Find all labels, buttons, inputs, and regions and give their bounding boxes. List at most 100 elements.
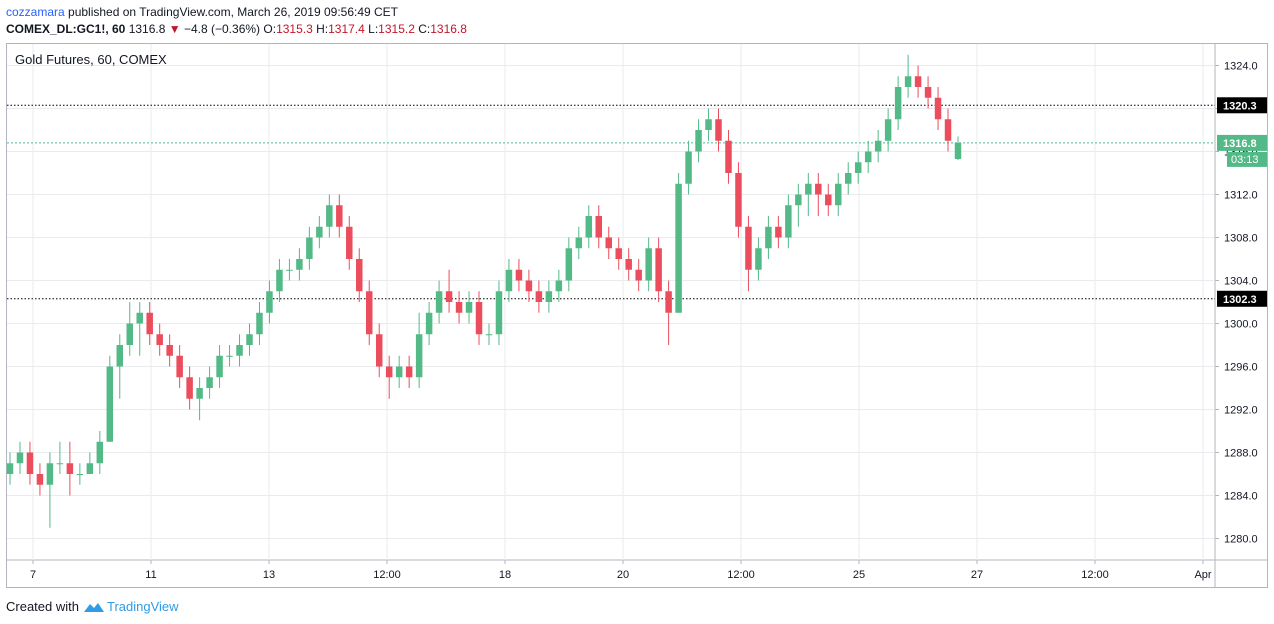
candle-body [415, 334, 423, 378]
publish-info: cozzamara published on TradingView.com, … [6, 4, 398, 20]
candle-body [395, 366, 403, 378]
candle-body [266, 291, 273, 313]
level-badge-label: 1320.3 [1223, 100, 1257, 112]
candle-body [296, 259, 303, 270]
time-axis[interactable]: 7 11 13 12:00 18 20 12:00 25 27 12:00 Apr [30, 560, 1212, 581]
candle-body [765, 226, 772, 249]
close-label: C: [418, 22, 431, 36]
horizontal-levels [7, 104, 1215, 300]
open-value: 1315.3 [276, 22, 313, 36]
candle-body [864, 151, 872, 163]
candle-body [675, 183, 682, 313]
candle-body [775, 226, 782, 238]
level-badge [1217, 97, 1267, 114]
candle-body [465, 302, 473, 313]
candle-body [136, 312, 143, 324]
candle-body [116, 345, 124, 367]
candle-body [206, 377, 213, 388]
y-tick-label: 1324.0 [1224, 61, 1258, 73]
high-value: 1317.4 [328, 22, 365, 36]
created-with-text: Created with [6, 599, 79, 614]
candle-body [665, 291, 672, 313]
price-axis[interactable]: 1280.0 1284.0 1288.0 1292.0 1296.0 1300.0 1304… [1215, 61, 1267, 546]
candle-body [356, 259, 363, 292]
candle-body [6, 463, 14, 474]
x-tick-label: 25 [853, 569, 865, 581]
candle-body [375, 334, 383, 367]
candle-body [216, 355, 223, 378]
candle-body [26, 452, 34, 474]
price-chart[interactable]: 1280.0 1284.0 1288.0 1292.0 1296.0 1300.0 1304… [6, 43, 1268, 588]
open-label: O: [263, 22, 277, 36]
level-badge [1217, 290, 1267, 307]
candle-body [705, 119, 712, 130]
candle-body [525, 280, 533, 292]
y-tick-label: 1292.0 [1224, 405, 1258, 417]
author-link[interactable]: cozzamara [6, 5, 65, 19]
candle-body [326, 205, 333, 227]
candle-body [904, 76, 912, 87]
level-badge-label: 1302.3 [1223, 294, 1257, 306]
candle-body [146, 312, 153, 335]
x-tick-label: 13 [263, 569, 275, 581]
candle-body [385, 366, 393, 378]
candle-body [66, 463, 74, 474]
candle-body [106, 366, 114, 442]
candle-body [36, 474, 44, 485]
candle-body [874, 140, 882, 152]
countdown-label: 03:13 [1231, 154, 1259, 166]
candle-body [745, 226, 752, 270]
candle-body [435, 291, 443, 313]
candle-body [455, 302, 463, 313]
candle-body [555, 280, 563, 292]
candle-body [944, 119, 952, 141]
candle-body [914, 76, 922, 87]
x-tick-label: Apr [1194, 569, 1211, 581]
candle-body [196, 388, 203, 399]
footer: Created with TradingView [6, 598, 179, 616]
candle-body [515, 269, 523, 281]
y-tick-label: 1304.0 [1224, 276, 1258, 288]
candle-body [246, 334, 253, 345]
candle-body [884, 119, 892, 141]
candle-body [126, 323, 133, 345]
candle-body [276, 269, 283, 292]
candle-body [505, 269, 513, 292]
candle-body [645, 248, 652, 281]
candle-body [475, 302, 483, 335]
candle-body [256, 312, 263, 335]
symbol-name[interactable]: COMEX_DL:GC1!, 60 [6, 22, 126, 36]
tradingview-brand-link[interactable]: TradingView [106, 599, 179, 614]
candle-body [954, 142, 962, 160]
last-price-badge [1217, 134, 1267, 151]
chart-area[interactable]: 1280.0 1284.0 1288.0 1292.0 1296.0 1300.0 1304… [6, 43, 1268, 588]
candle-body [286, 269, 293, 271]
y-tick-label: 1296.0 [1224, 362, 1258, 374]
candle-body [545, 291, 553, 302]
candle-body [585, 216, 593, 238]
y-tick-label: 1288.0 [1224, 448, 1258, 460]
candle-body [365, 291, 373, 335]
candle-body [605, 237, 612, 249]
y-tick-label: 1308.0 [1224, 233, 1258, 245]
x-tick-label: 7 [30, 569, 36, 581]
candle-body [186, 377, 193, 399]
candle-body [226, 355, 233, 357]
candle-body [835, 183, 842, 206]
x-tick-label: 27 [971, 569, 983, 581]
candle-body [76, 474, 84, 475]
candle-body [445, 291, 453, 302]
candle-body [924, 87, 932, 98]
candle-body [485, 334, 493, 336]
low-label: L: [368, 22, 379, 36]
countdown-badge [1227, 151, 1267, 167]
chart-title: Gold Futures, 60, COMEX [15, 52, 167, 67]
high-label: H: [316, 22, 329, 36]
candle-body [306, 237, 313, 259]
candle-body [625, 259, 632, 270]
candle-body [405, 366, 413, 378]
x-tick-label: 11 [145, 569, 156, 581]
published-text: published on TradingView.com, March 26, … [68, 5, 399, 19]
candle-body [495, 291, 503, 335]
candle-body [854, 162, 862, 173]
